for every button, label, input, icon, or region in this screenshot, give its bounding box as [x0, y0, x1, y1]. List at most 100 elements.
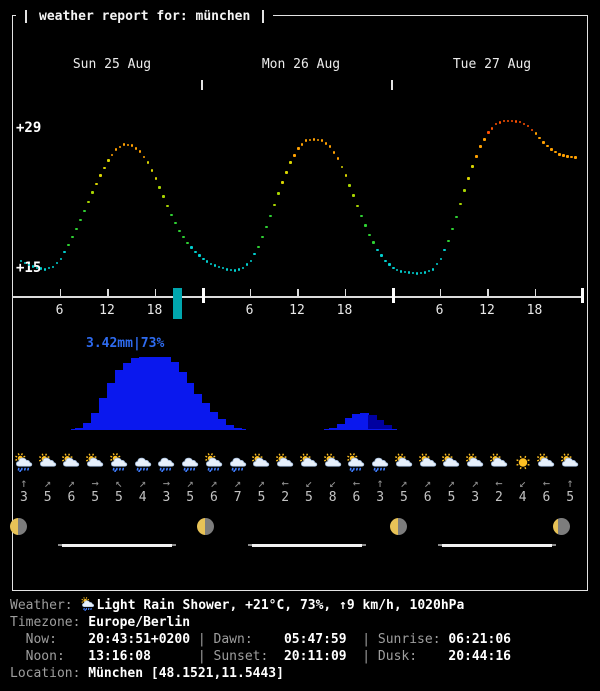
temp-dot: [162, 195, 165, 198]
temp-dot: [324, 142, 328, 145]
temp-dot: [91, 191, 94, 194]
temp-dot: [19, 259, 23, 263]
wind-direction-arrow: ↗: [210, 476, 218, 490]
temp-dot: [75, 227, 78, 231]
footer-label: |: [346, 632, 378, 647]
daylight-bar: [252, 544, 362, 547]
temp-dot: [186, 241, 189, 245]
temp-dot: [479, 145, 482, 148]
sun-rain-icon: [80, 597, 96, 613]
temp-dot: [320, 139, 324, 142]
wind-direction-arrow: ↙: [329, 476, 337, 490]
temp-min-label: +15: [16, 260, 42, 276]
temp-dot: [110, 153, 114, 157]
footer-label: Noon:: [10, 649, 89, 664]
precip-bar: [91, 412, 100, 430]
wind-speed: 5: [304, 490, 313, 505]
temp-dot: [344, 174, 347, 177]
temp-dot: [71, 235, 74, 239]
wind-speed: 2: [281, 490, 290, 505]
temp-dot: [542, 141, 545, 144]
precip-bar: [138, 357, 147, 430]
sun-cloud-icon: [488, 453, 510, 472]
temp-dot: [336, 157, 340, 160]
temp-dot: [285, 171, 288, 174]
temp-dot: [455, 215, 458, 219]
daylight-bar: [62, 544, 172, 547]
day-boundary-tick: [201, 80, 203, 90]
temp-dot: [257, 245, 260, 249]
temp-dot: [570, 155, 573, 159]
temp-dot: [31, 265, 35, 268]
axis-tick: [154, 289, 156, 296]
axis-tick-label: 12: [289, 303, 305, 318]
wind-speed: 5: [257, 490, 266, 505]
temp-dot: [35, 266, 39, 270]
wind-direction-arrow: ↗: [447, 476, 455, 490]
temp-dot: [158, 186, 161, 189]
temp-dot: [364, 224, 367, 227]
wind-speed: 6: [542, 490, 551, 505]
time-axis: [12, 296, 581, 298]
temp-dot: [27, 263, 31, 267]
temp-dot: [39, 267, 43, 270]
sun-cloud-icon: [84, 453, 106, 472]
footer-info-block: Weather: Light Rain Shower, +21°C, 73%, …: [10, 597, 511, 682]
wind-speed: 3: [19, 490, 28, 505]
temp-dot: [297, 147, 300, 150]
footer-value: München [48.1521,11.5443]: [88, 666, 284, 681]
axis-tick-label: 6: [55, 303, 64, 318]
temp-dot: [407, 271, 411, 274]
precip-bar: [194, 393, 203, 430]
temp-dot: [502, 119, 506, 123]
temp-dot: [475, 155, 478, 158]
wind-direction-arrow: ↙: [519, 476, 527, 490]
footer-label: Sunset:: [213, 649, 284, 664]
wind-direction-arrow: ↗: [186, 476, 194, 490]
temp-dot: [316, 138, 320, 142]
wind-direction-arrow: ↗: [139, 476, 147, 490]
axis-tick: [534, 289, 536, 296]
wind-speed: 3: [471, 490, 480, 505]
temp-dot: [443, 248, 446, 252]
day-separator-tick: [392, 288, 395, 303]
temp-dot: [174, 221, 177, 225]
wind-direction-arrow: ↗: [424, 476, 432, 490]
temp-dot: [166, 204, 169, 208]
temp-dot: [229, 268, 233, 271]
day-label-tue: Tue 27 Aug: [452, 57, 532, 72]
sun-cloud-icon: [440, 453, 462, 472]
temp-dot: [395, 268, 399, 271]
footer-timezone-line: Timezone: Europe/Berlin: [10, 614, 511, 631]
temp-dot: [447, 239, 450, 243]
wind-speed: 5: [43, 490, 52, 505]
sun-cloud-icon: [37, 453, 59, 472]
sun-rain-icon: [345, 453, 367, 473]
temp-dot: [380, 254, 383, 257]
temp-dot: [423, 271, 427, 274]
temp-dot: [435, 262, 439, 266]
twilight-bar: [437, 544, 443, 546]
temp-dot: [510, 119, 514, 123]
wind-direction-arrow: ↙: [305, 476, 313, 490]
precip-bar: [384, 424, 393, 430]
temp-dot: [550, 148, 553, 151]
wind-speed: 6: [352, 490, 361, 505]
temp-dot: [471, 165, 474, 168]
temp-dot: [352, 194, 355, 197]
temp-dot: [494, 122, 498, 126]
temp-dot: [59, 257, 62, 261]
precip-bar: [114, 370, 124, 430]
temp-dot: [198, 254, 201, 257]
temp-dot: [194, 250, 197, 254]
footer-label: |: [346, 649, 378, 664]
temp-dot: [265, 225, 268, 229]
temp-dot: [518, 120, 522, 124]
temp-dot: [566, 155, 569, 158]
sun-cloud-icon: [559, 453, 581, 472]
temp-dot: [304, 139, 308, 142]
wind-direction-arrow: →: [91, 476, 99, 490]
temp-dot: [498, 121, 502, 124]
sun-cloud-icon: [417, 453, 439, 472]
